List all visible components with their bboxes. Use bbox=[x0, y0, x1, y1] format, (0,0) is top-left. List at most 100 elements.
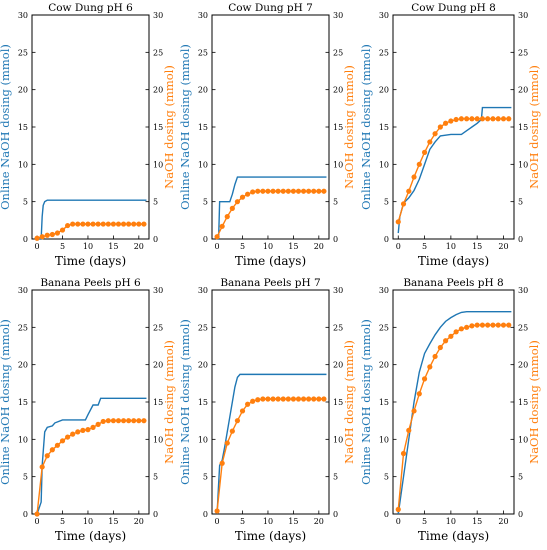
online-dosing-line bbox=[36, 397, 147, 515]
naoh-dosing-point bbox=[469, 323, 475, 329]
naoh-dosing-line bbox=[36, 419, 144, 515]
y-tick-label-left: 30 bbox=[379, 11, 389, 20]
y-axis-label-left: Online NaOH dosing (mmol) bbox=[359, 319, 373, 485]
y-tick-label-left: 0 bbox=[384, 235, 389, 244]
y-tick-label-left: 20 bbox=[18, 86, 28, 95]
naoh-dosing-point bbox=[474, 322, 480, 328]
naoh-dosing-point bbox=[260, 396, 266, 402]
naoh-dosing-line bbox=[397, 118, 509, 223]
x-tick-label: 20 bbox=[498, 242, 508, 251]
naoh-dosing-line bbox=[216, 190, 324, 238]
naoh-dosing-point bbox=[105, 221, 111, 227]
naoh-dosing-point bbox=[70, 221, 76, 227]
naoh-dosing-point bbox=[270, 396, 276, 402]
naoh-dosing-point bbox=[464, 116, 470, 122]
y-tick-label-right: 10 bbox=[333, 160, 343, 169]
x-axis-label: Time (days) bbox=[55, 254, 126, 268]
y-axis-label-right: NaOH dosing (mmol) bbox=[527, 65, 541, 189]
y-tick-label-right: 20 bbox=[333, 86, 343, 95]
y-tick-label-left: 15 bbox=[18, 123, 28, 132]
chart-title: Cow Dung pH 7 bbox=[228, 2, 313, 14]
naoh-dosing-point bbox=[39, 464, 45, 470]
y-tick-label-right: 10 bbox=[153, 160, 163, 169]
naoh-dosing-point bbox=[464, 324, 470, 330]
x-tick-label: 5 bbox=[60, 242, 65, 251]
naoh-dosing-point bbox=[54, 442, 61, 448]
naoh-dosing-point bbox=[416, 161, 422, 167]
x-tick-label: 0 bbox=[35, 517, 40, 526]
naoh-dosing-point bbox=[500, 116, 507, 122]
y-tick-label-right: 0 bbox=[518, 510, 523, 519]
y-tick-label-left: 10 bbox=[18, 160, 28, 169]
naoh-dosing-point bbox=[306, 188, 312, 194]
naoh-dosing-point bbox=[75, 221, 81, 227]
naoh-dosing-point bbox=[469, 116, 475, 122]
x-tick-label: 20 bbox=[134, 242, 144, 251]
y-tick-label-right: 15 bbox=[333, 398, 343, 407]
naoh-dosing-point bbox=[316, 396, 322, 402]
naoh-dosing-point bbox=[131, 418, 137, 424]
y-tick-label-right: 25 bbox=[153, 48, 163, 57]
naoh-dosing-point bbox=[290, 396, 296, 402]
naoh-dosing-point bbox=[453, 116, 459, 123]
x-tick-label: 10 bbox=[83, 242, 93, 251]
x-tick-label: 15 bbox=[288, 517, 298, 526]
naoh-dosing-point bbox=[70, 431, 76, 437]
naoh-dosing-point bbox=[265, 396, 271, 402]
naoh-dosing-point bbox=[453, 329, 459, 335]
x-tick-label: 0 bbox=[35, 242, 40, 251]
x-tick-label: 15 bbox=[472, 517, 482, 526]
naoh-dosing-point bbox=[224, 214, 230, 220]
plot-frame bbox=[211, 14, 330, 240]
y-tick-label-right: 20 bbox=[153, 361, 163, 370]
y-tick-label-right: 25 bbox=[518, 323, 528, 332]
y-tick-label-right: 15 bbox=[333, 123, 343, 132]
naoh-dosing-point bbox=[421, 149, 428, 155]
y-tick-label-left: 20 bbox=[379, 86, 389, 95]
naoh-dosing-point bbox=[500, 322, 507, 328]
y-tick-label-left: 10 bbox=[18, 435, 28, 444]
naoh-dosing-point bbox=[427, 139, 433, 145]
y-tick-label-right: 10 bbox=[518, 435, 528, 444]
naoh-dosing-point bbox=[136, 418, 142, 424]
x-tick-label: 0 bbox=[215, 517, 220, 526]
naoh-dosing-point bbox=[65, 222, 71, 229]
y-tick-label-right: 20 bbox=[518, 86, 528, 95]
naoh-dosing-point bbox=[479, 322, 486, 328]
naoh-dosing-point bbox=[49, 447, 55, 453]
naoh-dosing-point bbox=[270, 188, 276, 194]
x-tick-label: 15 bbox=[288, 242, 298, 251]
naoh-dosing-point bbox=[300, 396, 307, 402]
naoh-dosing-point bbox=[506, 116, 512, 122]
naoh-dosing-point bbox=[316, 188, 322, 194]
naoh-dosing-point bbox=[229, 428, 235, 434]
y-tick-label-left: 5 bbox=[203, 473, 208, 482]
y-tick-label-left: 20 bbox=[198, 361, 208, 370]
naoh-dosing-point bbox=[479, 116, 486, 122]
y-tick-label-left: 30 bbox=[379, 286, 389, 295]
y-tick-label-left: 20 bbox=[198, 86, 208, 95]
plot-frame bbox=[211, 289, 330, 515]
naoh-dosing-point bbox=[321, 396, 327, 402]
chart-title: Banana Peels pH 8 bbox=[403, 277, 503, 289]
x-tick-label: 20 bbox=[498, 517, 508, 526]
naoh-dosing-point bbox=[49, 231, 55, 238]
y-tick-label-right: 5 bbox=[518, 473, 523, 482]
y-tick-label-right: 20 bbox=[153, 86, 163, 95]
y-axis-label-left: Online NaOH dosing (mmol) bbox=[0, 319, 12, 485]
naoh-dosing-point bbox=[214, 508, 220, 514]
y-tick-label-right: 0 bbox=[333, 510, 338, 519]
naoh-dosing-point bbox=[490, 116, 496, 122]
naoh-dosing-point bbox=[229, 205, 235, 211]
y-tick-label-right: 5 bbox=[333, 473, 338, 482]
y-tick-label-left: 5 bbox=[384, 473, 389, 482]
x-tick-label: 0 bbox=[396, 517, 401, 526]
naoh-dosing-point bbox=[105, 418, 111, 424]
y-tick-label-left: 25 bbox=[198, 48, 208, 57]
x-tick-label: 20 bbox=[314, 517, 324, 526]
